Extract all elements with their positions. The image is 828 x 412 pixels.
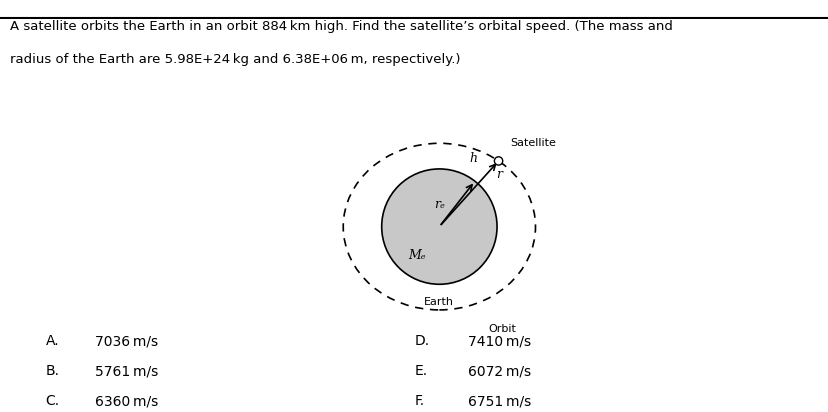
Text: D.: D. [414, 334, 429, 348]
Text: h: h [469, 152, 477, 166]
Text: radius of the Earth are 5.98E+24 kg and 6.38E+06 m, respectively.): radius of the Earth are 5.98E+24 kg and … [10, 53, 460, 66]
Text: B.: B. [46, 364, 60, 378]
Text: Orbit: Orbit [488, 324, 515, 334]
Text: 7036 m/s: 7036 m/s [95, 334, 158, 348]
Circle shape [493, 157, 502, 165]
Text: F.: F. [414, 394, 424, 408]
Text: E.: E. [414, 364, 427, 378]
Text: rₑ: rₑ [434, 198, 445, 211]
Text: A.: A. [46, 334, 59, 348]
Text: 5761 m/s: 5761 m/s [95, 364, 158, 378]
Text: C.: C. [46, 394, 60, 408]
Circle shape [381, 169, 497, 284]
Text: 6751 m/s: 6751 m/s [468, 394, 531, 408]
Text: A satellite orbits the Earth in an orbit 884 km high. Find the satellite’s orbit: A satellite orbits the Earth in an orbit… [10, 20, 672, 33]
Text: Earth: Earth [424, 297, 454, 307]
Text: 6072 m/s: 6072 m/s [468, 364, 531, 378]
Text: Satellite: Satellite [509, 138, 555, 148]
Text: r: r [495, 168, 501, 181]
Text: Mₑ: Mₑ [407, 249, 426, 262]
Text: 7410 m/s: 7410 m/s [468, 334, 531, 348]
Text: 6360 m/s: 6360 m/s [95, 394, 158, 408]
